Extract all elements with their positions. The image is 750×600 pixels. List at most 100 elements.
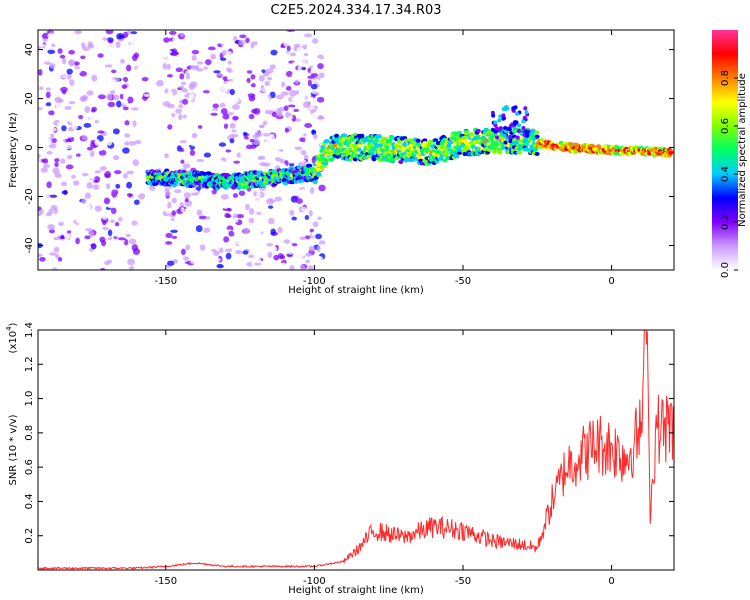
heatmap-noise-point: [224, 212, 231, 218]
heatmap-noise-point: [84, 235, 91, 240]
heatmap-noise-point: [110, 207, 117, 215]
heatmap-noise-point: [78, 222, 86, 228]
heatmap-noise-point: [59, 239, 66, 244]
heatmap-noise-point: [299, 95, 306, 100]
heatmap-noise-point: [196, 158, 205, 163]
heatmap-noise-point: [81, 198, 87, 205]
heatmap-noise-point: [196, 61, 204, 65]
heatmap-signal-point: [384, 145, 390, 150]
heatmap-noise-point: [225, 67, 232, 72]
heatmap-noise-point: [286, 85, 292, 91]
heatmap-noise-point: [83, 122, 92, 128]
heatmap-signal-point: [462, 152, 468, 157]
heatmap-noise-point: [132, 120, 137, 127]
heatmap-noise-point: [166, 91, 174, 97]
heatmap-signal-point: [443, 151, 449, 156]
heatmap-noise-point: [165, 232, 173, 239]
heatmap-noise-point: [295, 198, 303, 204]
heatmap-noise-point: [256, 191, 261, 199]
heatmap-signal-point: [206, 171, 212, 176]
heatmap-noise-point: [289, 145, 295, 151]
heatmap-noise-point: [243, 92, 249, 97]
heatmap-noise-point: [204, 59, 212, 66]
heatmap-noise-point: [106, 266, 115, 270]
heatmap-noise-point: [262, 120, 268, 126]
heatmap-noise-point: [112, 155, 120, 161]
heatmap-noise-point: [104, 260, 110, 266]
heatmap-noise-point: [54, 161, 59, 168]
heatmap-noise-point: [262, 133, 270, 137]
heatmap-noise-point: [143, 93, 151, 97]
heatmap-noise-point: [191, 132, 198, 139]
heatmap-noise-point: [43, 50, 48, 57]
heatmap-noise-point: [221, 49, 227, 56]
heatmap-noise-point: [213, 211, 220, 215]
heatmap-noise-point: [68, 59, 76, 67]
heatmap-noise-point: [64, 105, 72, 111]
heatmap-noise-point: [77, 242, 85, 249]
heatmap-noise-point: [221, 43, 227, 50]
heatmap-noise-point: [636, 178, 640, 182]
heatmap-noise-point: [104, 180, 112, 184]
heatmap-noise-point: [165, 230, 170, 234]
heatmap-signal-point: [422, 141, 428, 146]
heatmap-noise-point: [166, 63, 171, 70]
heatmap-noise-point: [213, 70, 221, 74]
heatmap-noise-point: [285, 120, 290, 125]
heatmap-noise-point: [182, 227, 187, 234]
heatmap-noise-point: [122, 211, 127, 218]
heatmap-noise-point: [265, 68, 274, 74]
heatmap-noise-point: [98, 41, 104, 49]
heatmap-noise-point: [122, 147, 130, 154]
heatmap-noise-point: [364, 177, 368, 181]
heatmap-noise-point: [269, 64, 276, 70]
heatmap-signal-point: [503, 125, 508, 130]
heatmap-noise-point: [180, 107, 187, 115]
heatmap-noise-point: [123, 173, 128, 179]
heatmap-noise-point: [315, 233, 322, 240]
heatmap-noise-point: [230, 142, 236, 148]
heatmap-y-axis-label: Frequency (Hz): [8, 112, 19, 188]
heatmap-noise-point: [302, 36, 310, 44]
heatmap-signal-point: [374, 138, 380, 143]
heatmap-noise-point: [301, 60, 307, 67]
heatmap-noise-point: [102, 79, 110, 85]
heatmap-signal-point: [508, 134, 513, 139]
heatmap-noise-point: [222, 76, 228, 81]
colorbar-bar: [712, 30, 738, 270]
heatmap-noise-point: [189, 65, 198, 70]
heatmap-noise-point: [91, 108, 96, 113]
heatmap-noise-point: [330, 217, 334, 221]
heatmap-noise-point: [122, 50, 129, 56]
heatmap-noise-point: [171, 210, 177, 216]
heatmap-noise-point: [293, 222, 299, 229]
heatmap-noise-point: [125, 233, 131, 238]
heatmap-noise-point: [80, 55, 86, 60]
heatmap-signal-point: [498, 114, 503, 119]
heatmap-signal-point: [523, 106, 528, 111]
colorbar-tick-label: 0.2: [720, 214, 731, 230]
heatmap-noise-point: [73, 133, 80, 139]
heatmap-noise-point: [283, 50, 291, 56]
heatmap-signal-point: [491, 149, 497, 154]
heatmap-noise-point: [238, 39, 246, 46]
heatmap-signal-point: [283, 181, 289, 186]
heatmap-noise-point: [64, 252, 69, 257]
heatmap-signal-point: [371, 155, 377, 160]
heatmap-noise-point: [75, 153, 81, 157]
heatmap-noise-point: [301, 159, 307, 163]
heatmap-noise-point: [126, 170, 134, 175]
heatmap-noise-point: [39, 239, 46, 243]
heatmap-noise-point: [280, 91, 289, 96]
heatmap-noise-point: [229, 138, 235, 144]
heatmap-noise-point: [60, 254, 66, 259]
heatmap-noise-point: [69, 79, 75, 87]
heatmap-noise-point: [340, 170, 344, 174]
heatmap-signal-point: [447, 140, 453, 145]
heatmap-signal-point: [534, 151, 540, 156]
heatmap-signal-point: [362, 138, 368, 143]
heatmap-noise-point: [170, 229, 178, 233]
heatmap-noise-point: [114, 222, 120, 227]
heatmap-noise-point: [119, 46, 125, 51]
